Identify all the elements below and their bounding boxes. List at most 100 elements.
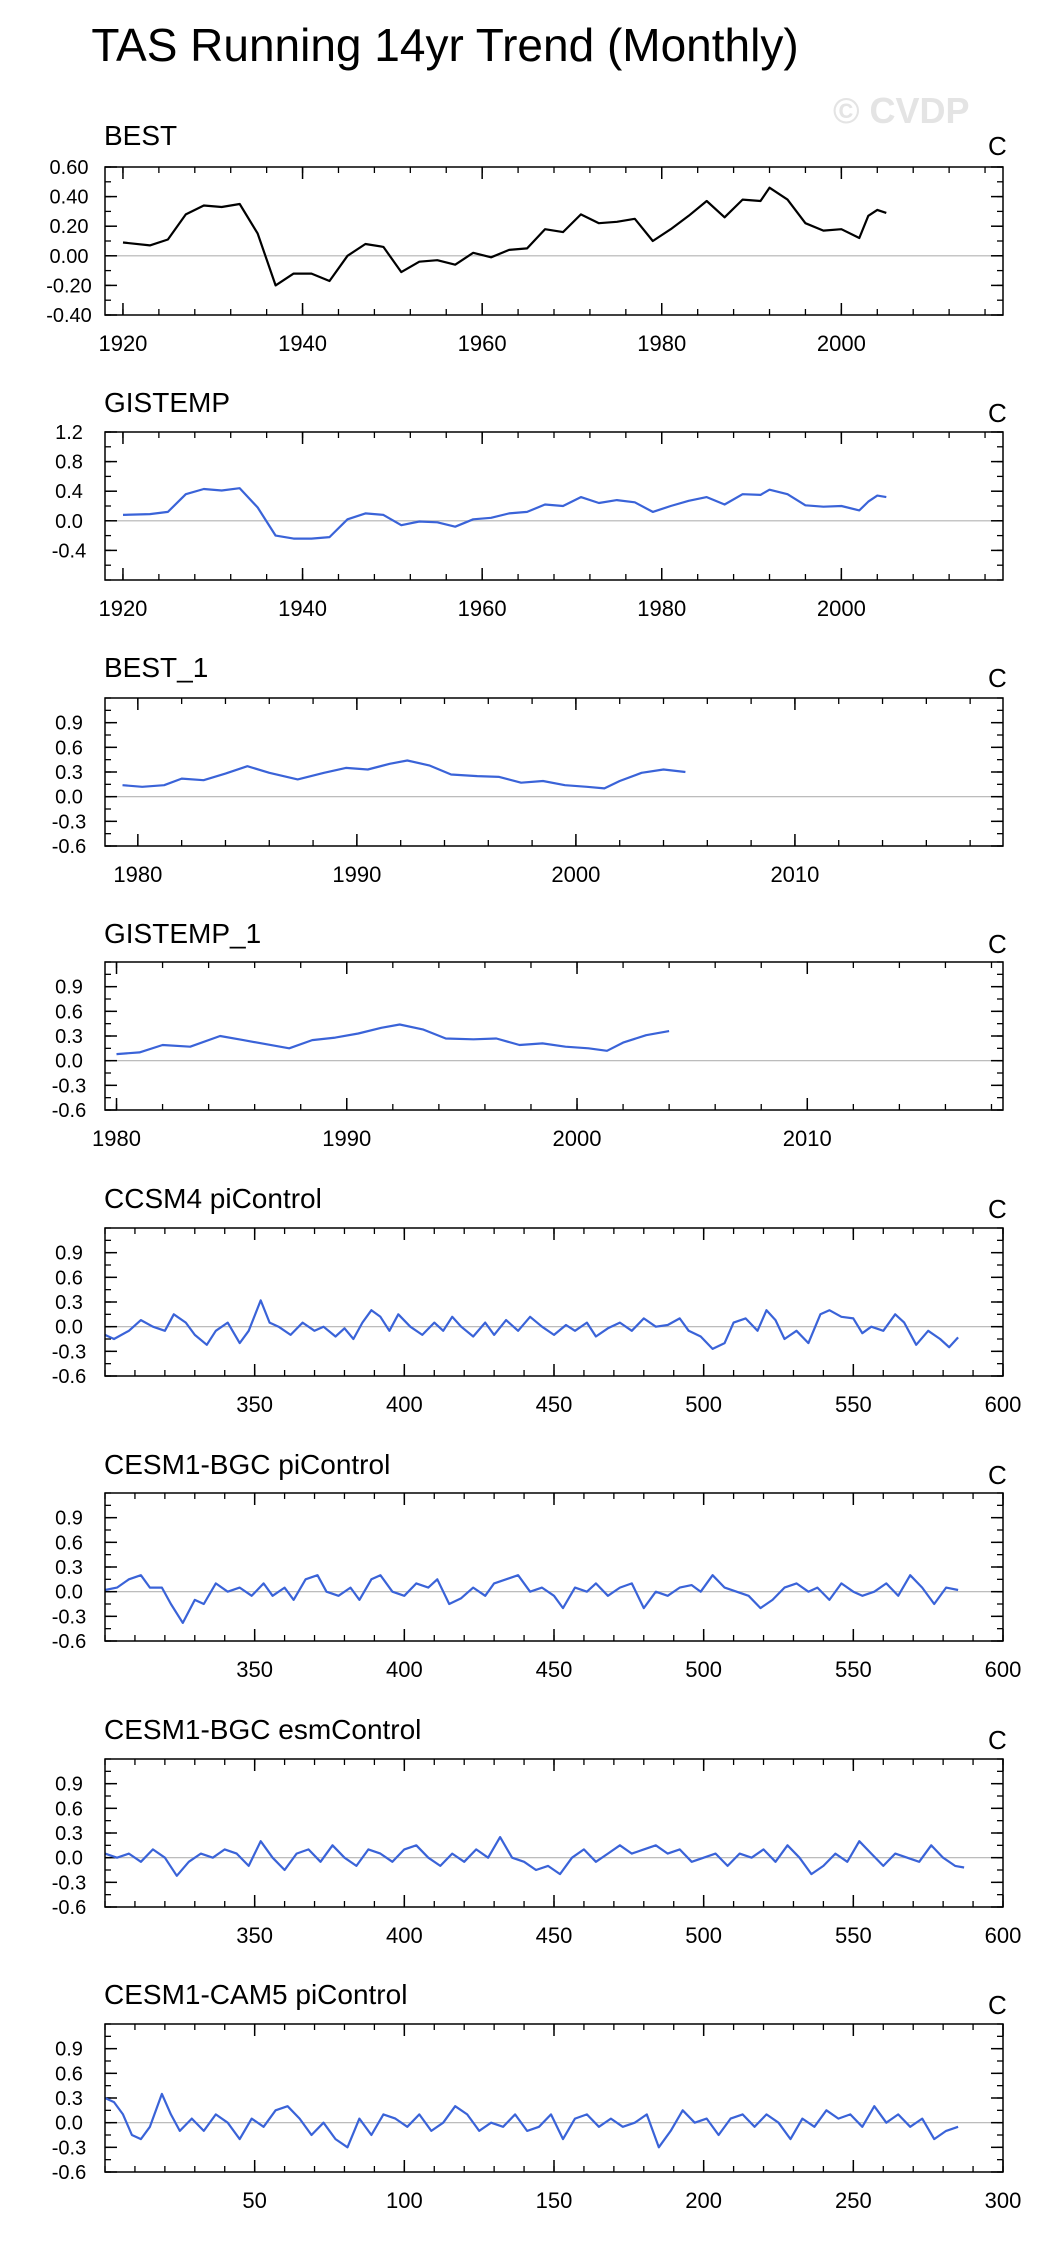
chart-units-label: C xyxy=(988,131,1007,161)
y-tick-label: 0.00 xyxy=(50,246,89,268)
y-tick-label: -0.3 xyxy=(52,1872,86,1894)
y-tick-label: -0.3 xyxy=(52,1606,86,1628)
y-tick-label: 0.3 xyxy=(55,1823,83,1845)
y-tick-label: -0.6 xyxy=(52,1897,86,1919)
x-tick-label: 50 xyxy=(242,2188,266,2213)
plot-frame xyxy=(104,431,1004,581)
x-tick-label: 600 xyxy=(985,1657,1022,1682)
y-tick-label: 0.6 xyxy=(55,1532,83,1554)
x-tick-label: 1920 xyxy=(98,331,147,356)
y-tick-label: 0.9 xyxy=(55,1508,83,1530)
plot-frame xyxy=(104,697,1004,847)
y-tick-label: 0.0 xyxy=(55,511,83,533)
y-tick-label: -0.6 xyxy=(52,1366,86,1388)
x-tick-label: 1940 xyxy=(278,331,327,356)
series-line xyxy=(122,759,686,790)
y-tick-label: 1.2 xyxy=(55,422,83,444)
x-tick-label: 350 xyxy=(236,1657,273,1682)
chart-units-label: C xyxy=(988,929,1007,959)
y-tick-label: 0.0 xyxy=(55,2113,83,2135)
y-tick-label: 0.9 xyxy=(55,2039,83,2061)
chart-units-label: C xyxy=(988,1990,1007,2020)
chart-title: CESM1-BGC piControl xyxy=(104,1449,390,1480)
series-line xyxy=(104,1836,965,1877)
x-tick-label: 500 xyxy=(685,1392,722,1417)
chart-units-label: C xyxy=(988,398,1007,428)
y-tick-label: -0.6 xyxy=(52,1100,86,1122)
chart-units-label: C xyxy=(988,1194,1007,1224)
y-tick-label: -0.6 xyxy=(52,2162,86,2184)
x-tick-label: 400 xyxy=(386,1657,423,1682)
y-tick-label: 0.3 xyxy=(55,762,83,784)
plot-frame xyxy=(104,166,1004,316)
y-tick-label: -0.40 xyxy=(46,305,92,327)
y-tick-label: 0.9 xyxy=(55,1774,83,1796)
y-tick-label: 0.0 xyxy=(55,1317,83,1339)
chart-units-label: C xyxy=(988,1725,1007,1755)
series-line xyxy=(104,2092,959,2149)
x-tick-label: 2000 xyxy=(817,331,866,356)
watermark: © CVDP xyxy=(833,90,970,131)
y-tick-label: -0.3 xyxy=(52,811,86,833)
x-tick-label: 200 xyxy=(685,2188,722,2213)
x-tick-label: 2000 xyxy=(817,596,866,621)
x-tick-label: 300 xyxy=(985,2188,1022,2213)
x-tick-label: 2000 xyxy=(553,1126,602,1151)
y-tick-label: 0.3 xyxy=(55,1292,83,1314)
y-tick-label: -0.3 xyxy=(52,1075,86,1097)
x-tick-label: 350 xyxy=(236,1923,273,1948)
x-tick-label: 450 xyxy=(536,1392,573,1417)
y-tick-label: 0.6 xyxy=(55,737,83,759)
x-tick-label: 1980 xyxy=(113,862,162,887)
chart-title: BEST xyxy=(104,120,177,151)
y-tick-label: -0.6 xyxy=(52,1631,86,1653)
x-tick-label: 400 xyxy=(386,1923,423,1948)
chart-panel: BEST_1 C 1980 1990 2000 2010 -0.6 -0.30.0 0.3 0.6… xyxy=(52,652,1007,887)
x-tick-label: 1960 xyxy=(458,331,507,356)
chart-panel: CCSM4 piControl C 350 400 450 500 550 600 -0.6 -0… xyxy=(52,1183,1022,1417)
y-tick-label: -0.20 xyxy=(46,275,92,297)
chart-panel: BEST C 1920 1940 1960 1980 2000 -0.40 -0.20 0.00 0… xyxy=(46,120,1007,356)
page-title: TAS Running 14yr Trend (Monthly) xyxy=(91,19,799,71)
x-tick-label: 1980 xyxy=(637,596,686,621)
x-tick-label: 550 xyxy=(835,1392,872,1417)
plot-frame xyxy=(104,1758,1004,1908)
x-tick-label: 400 xyxy=(386,1392,423,1417)
y-tick-label: 0.4 xyxy=(55,481,83,503)
y-tick-label: 0.6 xyxy=(55,1001,83,1023)
chart-title: GISTEMP_1 xyxy=(104,918,261,949)
x-tick-label: 1940 xyxy=(278,596,327,621)
y-tick-label: 0.9 xyxy=(55,713,83,735)
y-tick-label: 0.6 xyxy=(55,1267,83,1289)
x-tick-label: 100 xyxy=(386,2188,423,2213)
x-tick-label: 450 xyxy=(536,1657,573,1682)
chart-panel: CESM1-BGC esmControl C 350 400 450 500 550 600 -… xyxy=(52,1714,1022,1948)
x-tick-label: 1980 xyxy=(92,1126,141,1151)
y-tick-label: 0.0 xyxy=(55,1848,83,1870)
series-line xyxy=(122,186,887,287)
chart-title: GISTEMP xyxy=(104,387,230,418)
y-tick-label: -0.6 xyxy=(52,836,86,858)
chart-panel: GISTEMP C 1920 1940 1960 1980 2000 -0.4 0.0 0.4 0.… xyxy=(52,387,1007,621)
y-tick-label: 0.0 xyxy=(55,1051,83,1073)
y-tick-label: -0.3 xyxy=(52,1341,86,1363)
series-line xyxy=(116,1023,670,1056)
chart-title: BEST_1 xyxy=(104,652,208,683)
x-tick-label: 350 xyxy=(236,1392,273,1417)
y-tick-label: 0.20 xyxy=(50,216,89,238)
y-tick-label: 0.9 xyxy=(55,1243,83,1265)
chart-title: CESM1-BGC esmControl xyxy=(104,1714,421,1745)
chart-panel: CESM1-CAM5 piControl C 50 100 150 200 250 300 -0… xyxy=(52,1979,1022,2213)
x-tick-label: 1920 xyxy=(98,596,147,621)
x-tick-label: 2010 xyxy=(783,1126,832,1151)
plot-frame xyxy=(104,1227,1004,1377)
x-tick-label: 500 xyxy=(685,1657,722,1682)
y-tick-label: 0.8 xyxy=(55,452,83,474)
x-tick-label: 1980 xyxy=(637,331,686,356)
x-tick-label: 2000 xyxy=(551,862,600,887)
x-tick-label: 600 xyxy=(985,1392,1022,1417)
chart-panel: CESM1-BGC piControl C 350 400 450 500 550 600 -0… xyxy=(52,1449,1022,1682)
y-tick-label: 0.3 xyxy=(55,2088,83,2110)
y-tick-label: 0.3 xyxy=(55,1557,83,1579)
